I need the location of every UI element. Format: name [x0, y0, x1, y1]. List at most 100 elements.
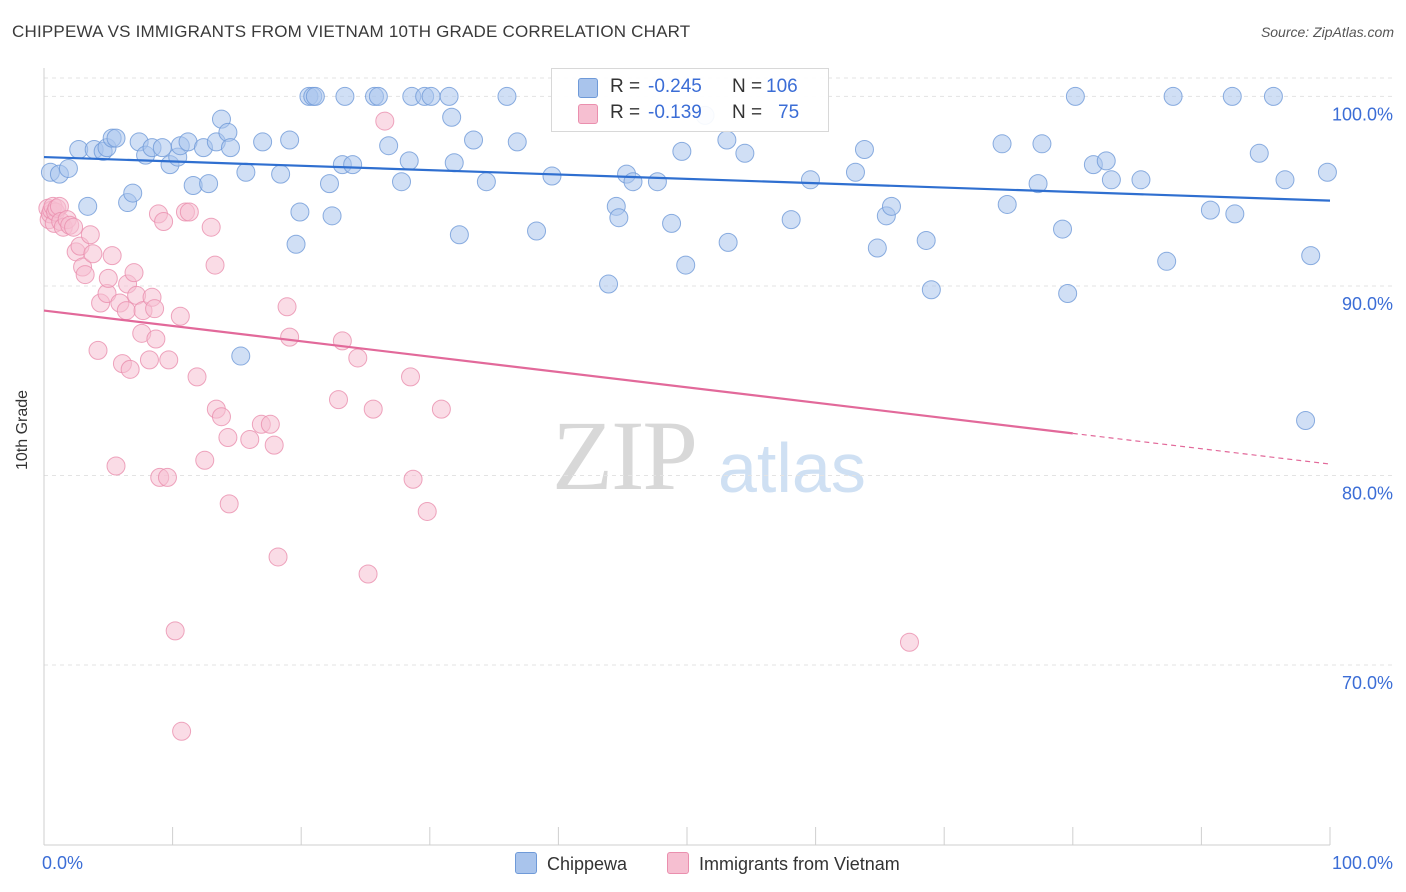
watermark-zip: ZIP — [552, 400, 698, 511]
chippewa-point — [1053, 219, 1073, 239]
x-tick-label: 0.0% — [42, 853, 83, 873]
chippewa-point — [1200, 200, 1220, 220]
vietnam-point — [268, 547, 288, 567]
vietnam-point — [363, 399, 383, 419]
chippewa-point — [290, 202, 310, 222]
vietnam-point — [159, 350, 179, 370]
chippewa-point — [1096, 151, 1116, 171]
vietnam-point — [146, 329, 166, 349]
n-value: 106 — [766, 76, 798, 97]
chippewa-point — [123, 183, 143, 203]
chippewa-point — [199, 174, 219, 194]
chippewa-point — [319, 174, 339, 194]
chippewa-point — [800, 170, 820, 190]
vietnam-point — [348, 348, 368, 368]
vietnam-point — [187, 367, 207, 387]
vietnam-point — [88, 340, 108, 360]
y-tick-label: 90.0% — [1342, 294, 1393, 314]
chippewa-point — [1028, 174, 1048, 194]
r-label: R = — [610, 76, 641, 97]
chart-title: CHIPPEWA VS IMMIGRANTS FROM VIETNAM 10TH… — [12, 22, 691, 41]
chippewa-point — [1157, 251, 1177, 271]
vietnam-point — [280, 327, 300, 347]
chippewa-point — [735, 143, 755, 163]
y-tick-label: 80.0% — [1342, 483, 1393, 503]
chippewa-point — [106, 128, 126, 148]
n-label: N = — [732, 76, 763, 97]
vietnam-point — [154, 212, 174, 232]
chippewa-point — [1101, 170, 1121, 190]
vietnam-point — [264, 435, 284, 455]
chippewa-point — [1222, 86, 1242, 106]
vietnam-point — [417, 501, 437, 521]
chippewa-point — [379, 136, 399, 156]
chippewa-point — [672, 141, 692, 161]
chippewa-point — [335, 86, 355, 106]
chippewa-point — [343, 155, 363, 175]
y-tick-label: 100.0% — [1332, 104, 1393, 124]
chippewa-point — [1065, 86, 1085, 106]
chippewa-point — [647, 172, 667, 192]
chippewa-point — [442, 107, 462, 127]
chippewa-point — [464, 130, 484, 150]
chippewa-point — [231, 346, 251, 366]
vietnam-point — [328, 390, 348, 410]
watermark-atlas: atlas — [718, 429, 866, 507]
chippewa-point — [392, 172, 412, 192]
vietnam-point — [170, 306, 190, 326]
chippewa-point — [1275, 170, 1295, 190]
vietnam-point — [277, 297, 297, 317]
vietnam-point — [403, 469, 423, 489]
chippewa-point — [399, 151, 419, 171]
vietnam-point — [201, 217, 221, 237]
chippewa-point — [676, 255, 696, 275]
chippewa-point — [1263, 86, 1283, 106]
source-note: Source: ZipAtlas.com — [1260, 24, 1394, 40]
chippewa-point — [1249, 143, 1269, 163]
vietnam-point — [219, 494, 239, 514]
vietnam-point — [124, 263, 144, 283]
chippewa-point — [444, 153, 464, 173]
chippewa-point — [449, 225, 469, 245]
r-label: R = — [610, 102, 641, 123]
chippewa-point — [997, 194, 1017, 214]
chippewa-point — [1317, 162, 1337, 182]
correlation-legend: R = -0.245 N = 106 R = -0.139 N = 75 — [551, 68, 829, 132]
vietnam-point — [358, 564, 378, 584]
chippewa-point — [152, 138, 172, 158]
chippewa-point — [439, 86, 459, 106]
x-tick-label: 100.0% — [1332, 853, 1393, 873]
vietnam-point — [218, 428, 238, 448]
vietnam-trend-line — [43, 309, 1073, 435]
chippewa-point — [623, 172, 643, 192]
vietnam-point — [80, 225, 100, 245]
chippewa-point — [507, 132, 527, 152]
chippewa-point — [921, 280, 941, 300]
vietnam-point — [116, 301, 136, 321]
chippewa-point — [280, 130, 300, 150]
pink-swatch-icon — [667, 852, 689, 874]
vietnam-trend-extension — [1072, 432, 1331, 465]
chippewa-point — [286, 234, 306, 254]
chippewa-point — [1131, 170, 1151, 190]
blue-swatch-icon — [515, 852, 537, 874]
chippewa-point — [1296, 410, 1316, 430]
chippewa-point — [236, 162, 256, 182]
chippewa-point — [271, 164, 291, 184]
chippewa-point — [717, 130, 737, 150]
y-tick-label: 70.0% — [1342, 673, 1393, 693]
vietnam-point — [375, 111, 395, 131]
chippewa-point — [1163, 86, 1183, 106]
legend-label: Immigrants from Vietnam — [699, 854, 900, 874]
n-value: 75 — [778, 102, 800, 123]
chippewa-point — [322, 206, 342, 226]
vietnam-point — [157, 467, 177, 487]
chippewa-point — [992, 134, 1012, 154]
blue-swatch-icon — [578, 78, 598, 98]
vietnam-point — [120, 359, 140, 379]
r-value: -0.139 — [648, 102, 702, 123]
vietnam-point — [240, 429, 260, 449]
vietnam-point — [83, 244, 103, 264]
chippewa-point — [1058, 284, 1078, 304]
